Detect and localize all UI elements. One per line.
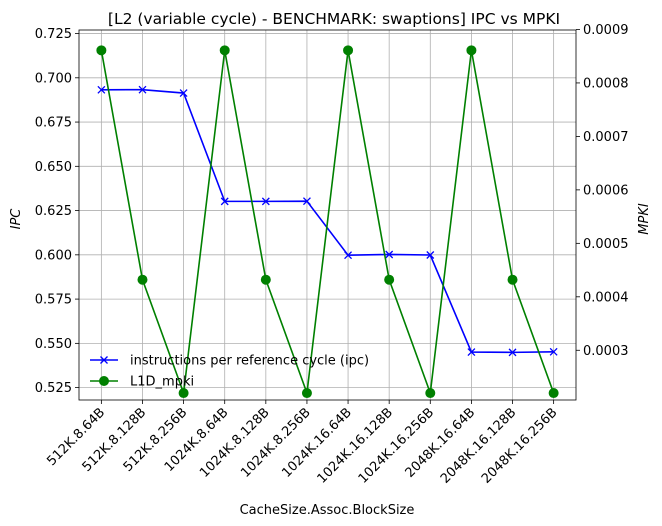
legend: instructions per reference cycle (ipc) L1… [90,354,369,390]
data-point-circle-marker [260,274,271,285]
y-tick-label-left: 0.525 [35,381,72,396]
y-tick-label-left: 0.650 [35,160,72,175]
data-point-x-marker [261,197,270,206]
x-marker-stroke [220,197,229,206]
y-tick-label-right: 0.0008 [583,76,629,91]
data-point-x-marker [100,356,108,364]
x-marker-stroke [385,250,394,259]
legend-entry: instructions per reference cycle (ipc) [90,354,369,369]
data-point-x-marker [179,89,188,97]
y-tick-label-right: 0.0007 [583,130,629,145]
data-point-x-marker [467,348,476,356]
legend-entry: L1D_mpki [90,375,194,390]
data-point-circle-marker [343,45,354,56]
y-tick-label-right: 0.0005 [583,237,629,252]
y-tick-label-left: 0.700 [35,71,72,86]
data-point-circle-marker [96,45,107,56]
x-marker-stroke [344,251,353,260]
data-point-x-marker [508,348,517,357]
data-point-x-marker [385,250,394,259]
data-point-circle-marker [425,388,436,399]
data-point-x-marker [302,197,311,206]
x-marker-stroke [549,347,558,356]
data-point-circle-marker [466,45,477,56]
y-tick-label-right: 0.0003 [583,344,629,359]
data-point-circle-marker [301,388,312,399]
y-axis-label-left: IPC [9,208,24,230]
x-marker-stroke [179,89,188,97]
x-marker-stroke [302,197,311,206]
y-tick-label-left: 0.675 [35,116,72,131]
x-marker-stroke [467,348,476,356]
series-line [100,50,555,394]
y-axis-label-right: MPKI [637,203,652,235]
chart-title: [L2 (variable cycle) - BENCHMARK: swapti… [108,10,560,28]
x-tick-label: 1024K.16.256B [356,405,437,486]
data-point-circle-marker [507,274,518,285]
y-tick-label-right: 0.0004 [583,290,629,305]
data-point-x-marker [220,197,229,206]
y-tick-label-left: 0.600 [35,248,72,263]
data-point-x-marker [426,251,435,259]
x-tick-label: 1024K.16.128B [315,405,396,486]
data-point-circle-marker [548,388,559,399]
y-tick-label-right: 0.0006 [583,183,629,198]
y-tick-label-left: 0.725 [35,27,72,42]
data-point-x-marker [97,85,106,94]
data-point-circle-marker [137,274,148,285]
legend-label: L1D_mpki [130,375,194,390]
x-axis-label: CacheSize.Assoc.BlockSize [240,503,415,518]
x-tick-label: 2048K.16.256B [479,405,560,486]
data-point-x-marker [344,251,353,260]
y-tick-label-right: 0.0009 [583,23,629,38]
grid-layer [79,30,576,400]
series-layer [96,45,559,399]
y-tick-label-left: 0.550 [35,337,72,352]
data-point-x-marker [549,347,558,356]
x-marker-stroke [100,356,108,364]
data-point-circle-marker [178,388,189,399]
data-point-circle-marker [99,376,109,386]
plot-frame [78,29,577,401]
x-marker-stroke [426,251,435,259]
x-marker-stroke [138,85,147,94]
x-marker-stroke [97,85,106,94]
x-marker-stroke [261,197,270,206]
y-tick-label-left: 0.575 [35,293,72,308]
data-point-circle-marker [219,45,230,56]
series-l1d-mpki [96,45,559,399]
x-tick-label: 2048K.16.128B [438,405,519,486]
data-point-x-marker [138,85,147,94]
legend-label: instructions per reference cycle (ipc) [130,354,369,369]
x-marker-stroke [508,348,517,357]
y-tick-label-left: 0.625 [35,204,72,219]
data-point-circle-marker [384,274,395,285]
